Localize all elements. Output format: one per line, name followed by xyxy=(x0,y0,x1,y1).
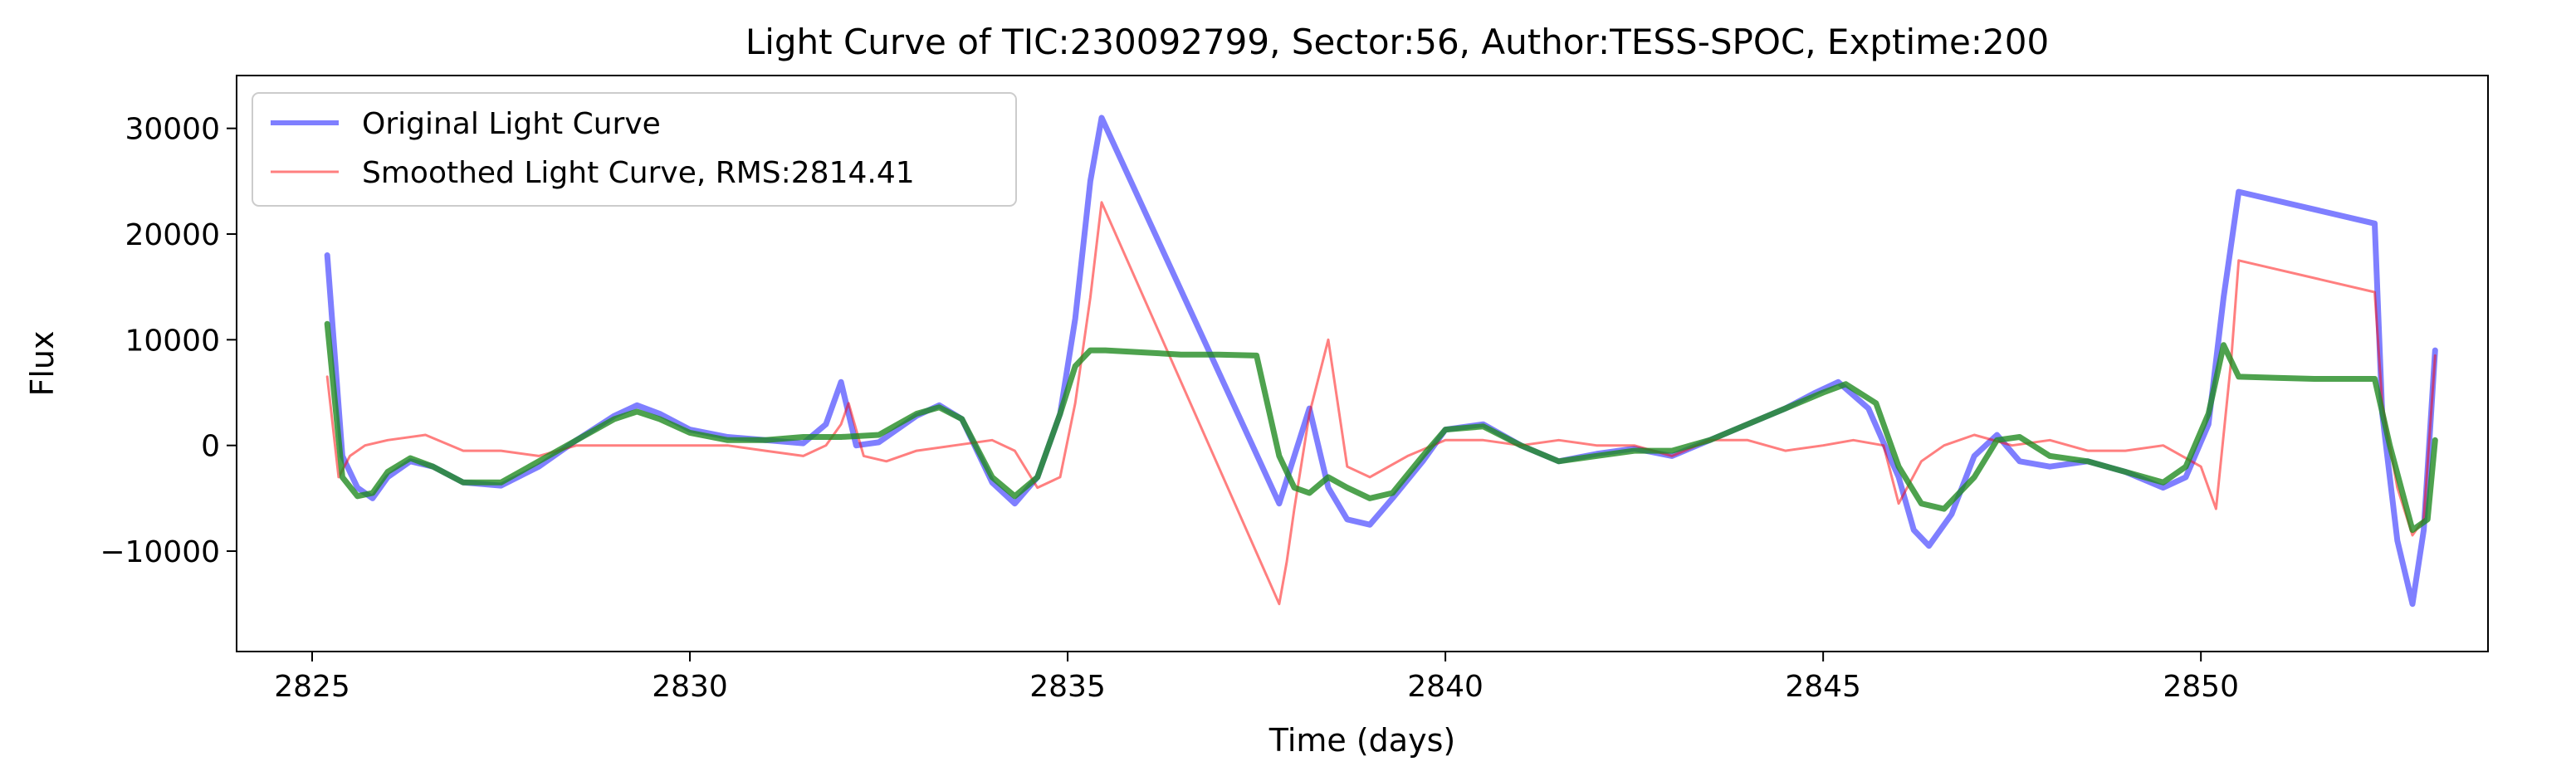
legend-label-original: Original Light Curve xyxy=(362,107,661,141)
series-line-3 xyxy=(324,320,2438,534)
y-tick-label: 30000 xyxy=(125,113,220,147)
x-tick-label: 2835 xyxy=(1029,670,1106,704)
y-axis: −10000 0 10000 20000 30000 xyxy=(100,113,237,569)
y-tick-label: 10000 xyxy=(125,324,220,358)
y-tick-label: 20000 xyxy=(125,218,220,252)
x-tick-label: 2850 xyxy=(2163,670,2239,704)
x-tick-label: 2840 xyxy=(1407,670,1484,704)
x-axis-label: Time (days) xyxy=(1268,722,1455,759)
x-tick-label: 2845 xyxy=(1785,670,1861,704)
x-tick-label: 2825 xyxy=(274,670,350,704)
legend: Original Light Curve Smoothed Light Curv… xyxy=(252,92,1017,207)
axes-frame xyxy=(236,75,2489,652)
y-axis-label: Flux xyxy=(24,331,61,397)
series-layer xyxy=(324,115,2438,608)
chart-title: Light Curve of TIC:230092799, Sector:56,… xyxy=(745,22,2049,62)
y-tick-label: −10000 xyxy=(100,535,220,569)
series-line-2 xyxy=(325,201,2437,606)
y-tick-label: 0 xyxy=(201,430,220,464)
legend-box xyxy=(252,92,1017,207)
x-tick-label: 2830 xyxy=(652,670,728,704)
legend-label-smoothed: Smoothed Light Curve, RMS:2814.41 xyxy=(362,156,915,190)
x-axis: 2825 2830 2835 2840 2845 2850 xyxy=(274,652,2239,704)
